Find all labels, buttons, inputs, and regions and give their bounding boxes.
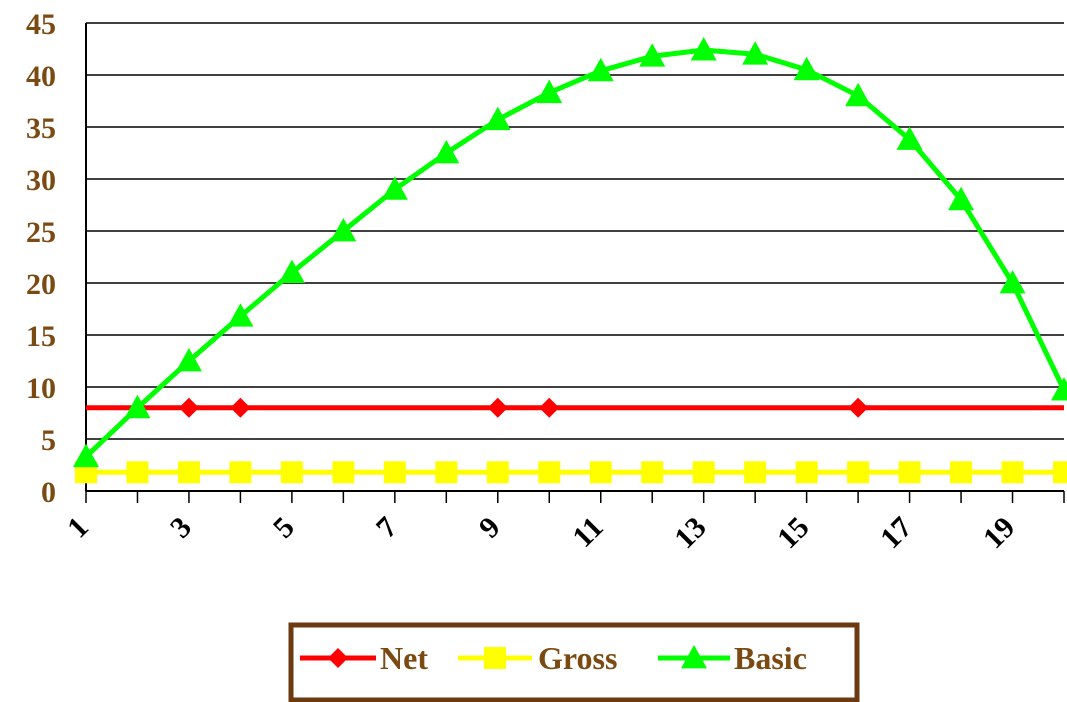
series-gross-point <box>486 461 509 484</box>
legend-basic-label: Basic <box>734 640 807 676</box>
x-tick-label: 17 <box>874 511 919 556</box>
series-gross-point <box>744 461 767 484</box>
x-tick-label: 15 <box>771 511 816 556</box>
series-gross-point <box>435 461 458 484</box>
series-basic-point <box>278 259 305 283</box>
y-tick-label: 0 <box>41 476 56 509</box>
y-tick-label: 5 <box>41 424 56 457</box>
y-tick-label: 45 <box>26 8 56 41</box>
series-gross-point <box>950 461 973 484</box>
y-tick-label: 35 <box>26 112 56 145</box>
x-tick-label: 3 <box>164 511 198 545</box>
series-gross-point <box>280 461 303 484</box>
series-basic-point <box>948 186 975 211</box>
y-tick-label: 20 <box>26 268 56 301</box>
x-tick-label: 19 <box>977 511 1022 556</box>
series-basic-point <box>1051 377 1067 401</box>
series-basic-point <box>896 126 923 150</box>
gridlines <box>86 22 1064 440</box>
series-gross-point <box>229 461 252 484</box>
series-basic-point <box>330 218 357 242</box>
series-basic-point <box>793 56 820 81</box>
series-basic-point <box>742 41 769 65</box>
series-basic-point <box>845 82 872 107</box>
legend-box <box>288 622 860 702</box>
series-basic-line <box>84 47 1067 459</box>
series-net-point <box>230 397 251 418</box>
y-tick-label: 15 <box>26 320 56 353</box>
series-gross-point <box>641 461 664 484</box>
series-basic-point <box>227 303 254 327</box>
series-gross-point <box>1053 461 1067 484</box>
series-basic-point <box>484 106 511 131</box>
series-net-point <box>539 397 560 418</box>
x-tick-label: 11 <box>566 511 609 554</box>
series-gross-point <box>332 461 355 484</box>
series-gross-point <box>589 461 612 484</box>
legend-basic-marker <box>681 645 707 669</box>
y-tick-label: 25 <box>26 216 56 249</box>
series-basic-point <box>175 348 202 372</box>
series-net-point <box>178 397 199 418</box>
series-basic-point <box>587 57 614 82</box>
x-tick-label: 13 <box>668 511 713 556</box>
series-gross-point <box>1001 461 1024 484</box>
series-basic-point <box>536 79 563 104</box>
x-tick-label: 7 <box>370 511 404 545</box>
series-gross-point <box>898 461 921 484</box>
legend-net-marker <box>328 648 348 668</box>
series-gross-point <box>795 461 818 484</box>
series-basic-point <box>73 443 99 468</box>
series-gross-point <box>692 461 715 484</box>
series-gross-point <box>126 461 149 484</box>
x-tick-label: 9 <box>473 511 507 545</box>
series-gross-point <box>847 461 870 484</box>
series-basic-point <box>124 394 151 419</box>
y-tick-label: 10 <box>26 372 56 405</box>
series-gross-point <box>383 461 406 484</box>
y-axis-ticks: 0 5 10 15 20 25 30 35 40 45 <box>26 8 56 509</box>
series-basic-point <box>639 43 666 67</box>
series-net-point <box>848 397 869 418</box>
legend-gross-label: Gross <box>538 640 617 676</box>
series-net-point <box>487 397 508 418</box>
series-gross-point <box>177 461 200 484</box>
series-basic-point <box>690 37 717 61</box>
series-gross-point <box>538 461 561 484</box>
series-lines <box>73 37 1067 484</box>
x-tick-label: 5 <box>267 511 301 545</box>
series-basic-point <box>999 270 1026 294</box>
legend-net-label: Net <box>380 640 428 676</box>
legend-gross-marker <box>484 647 506 669</box>
y-tick-label: 30 <box>26 164 56 197</box>
y-tick-label: 40 <box>26 60 56 93</box>
series-basic-point <box>381 176 408 200</box>
series-basic-point <box>433 140 460 164</box>
x-tick-label: 1 <box>61 511 95 545</box>
legend: Net Gross Basic <box>288 622 860 702</box>
